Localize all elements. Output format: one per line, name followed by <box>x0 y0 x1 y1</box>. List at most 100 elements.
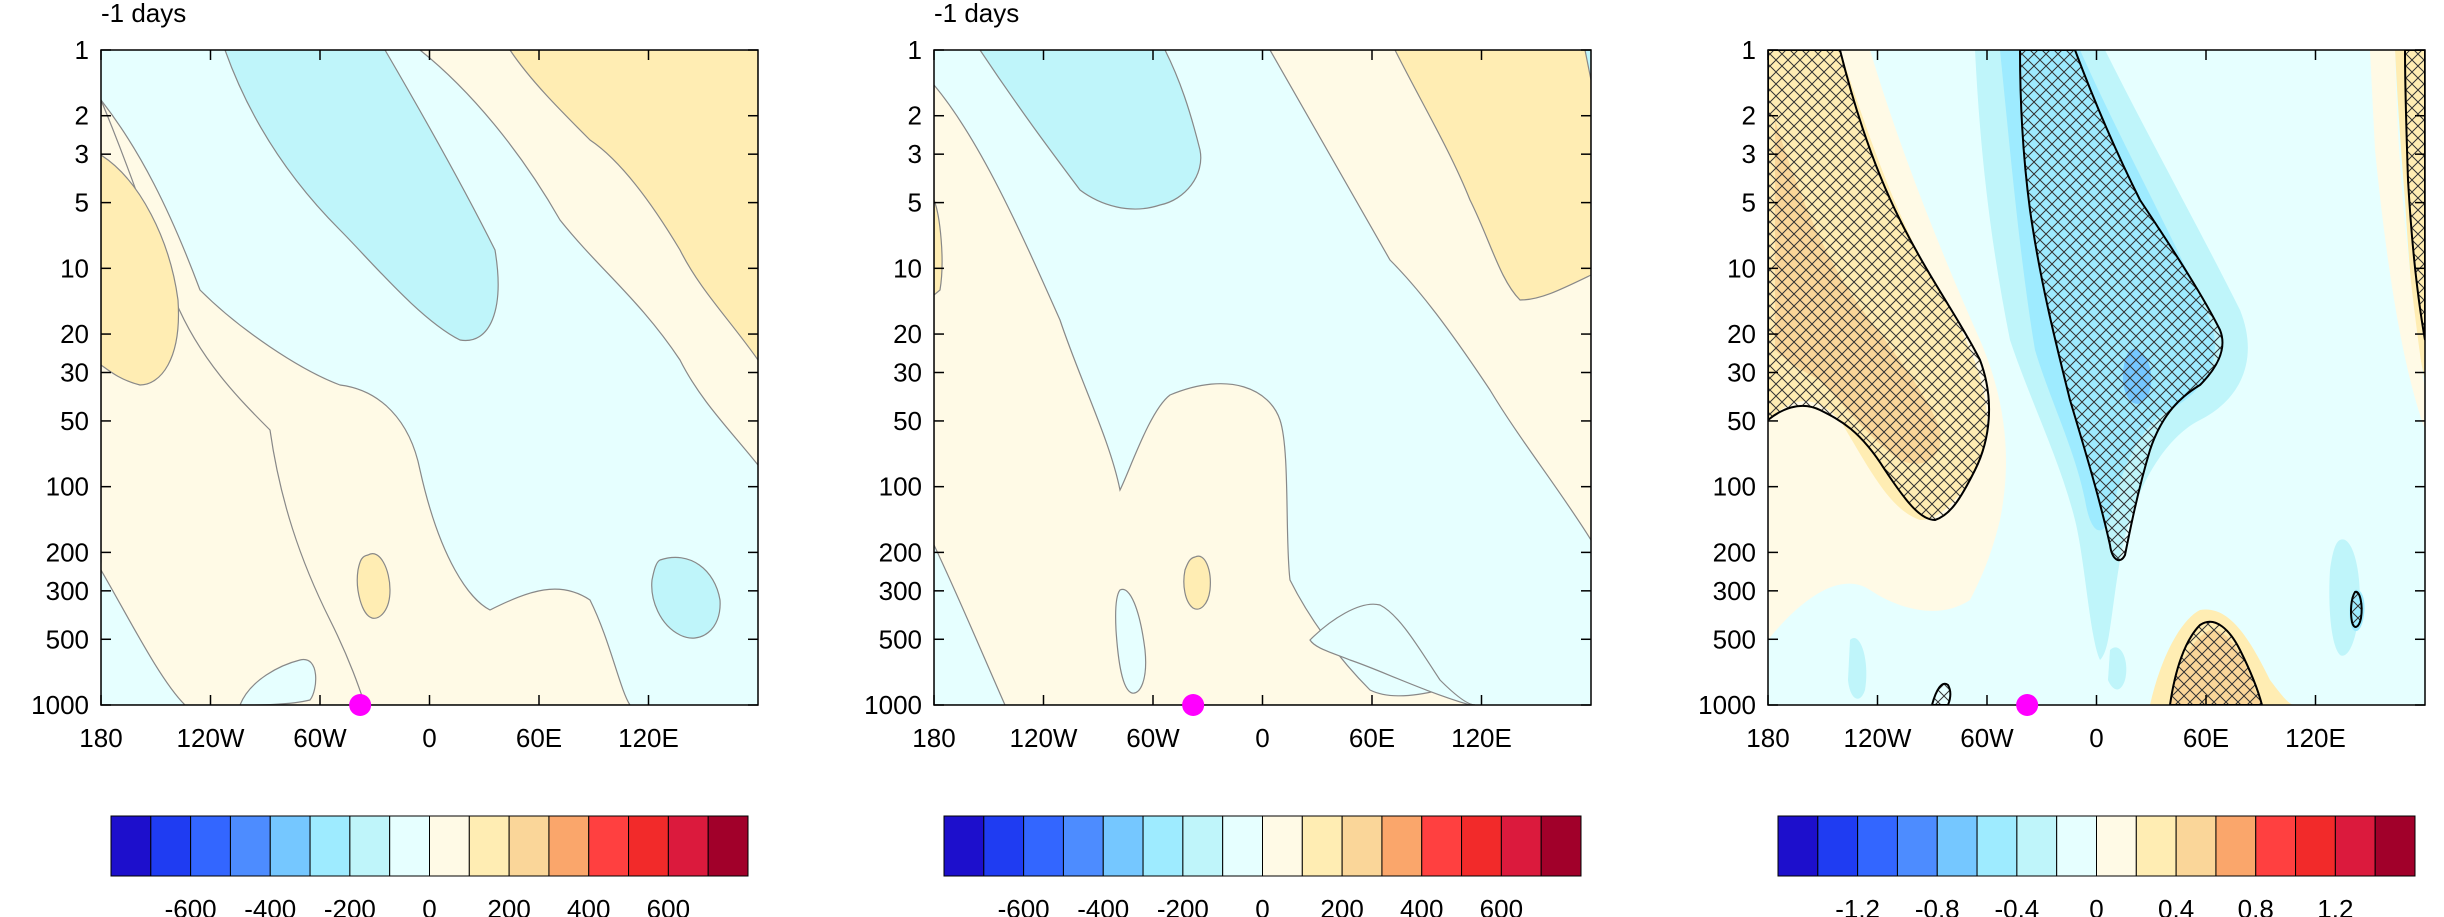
colorbar-label: -0.4 <box>1994 894 2039 917</box>
y-tick-label: 500 <box>879 624 922 654</box>
y-tick-label: 100 <box>1713 472 1756 502</box>
y-tick-label: 20 <box>1727 319 1756 349</box>
contour-positive-region <box>356 553 391 619</box>
colorbar-swatch <box>1936 815 1978 877</box>
y-tick-label: 2 <box>1742 101 1756 131</box>
x-axis: 180 120W 60W 0 60E 120E <box>1746 50 2346 753</box>
y-tick-label: 1000 <box>1698 690 1756 720</box>
colorbar-swatch <box>2255 815 2297 877</box>
x-tick-label: 120E <box>1451 723 1512 753</box>
colorbar-swatch <box>2056 815 2097 877</box>
x-tick-label: 60W <box>1126 723 1180 753</box>
contour-positive-region <box>509 50 758 362</box>
colorbar-swatch <box>983 815 1025 877</box>
colorbar-label: 600 <box>647 894 690 917</box>
contour-negative-region <box>979 50 1202 210</box>
y-tick-label: 1 <box>75 35 89 65</box>
colorbar-swatch <box>190 815 231 877</box>
panel-title: -1 days <box>101 0 186 28</box>
markers <box>349 694 2039 716</box>
location-marker <box>349 694 372 716</box>
colorbar-label: 0 <box>422 894 436 917</box>
colorbar-swatch <box>2096 815 2137 877</box>
y-tick-label: 30 <box>893 358 922 388</box>
y-tick-label: 200 <box>46 537 89 567</box>
y-axis: 1 2 3 5 10 20 30 50 100 200 300 500 1000 <box>1698 35 2425 720</box>
panel-1: 1 2 3 5 10 20 30 50 100 200 300 500 1000 180 120W 60W 0… <box>31 0 759 753</box>
colorbar-swatch <box>1301 815 1343 877</box>
colorbar-swatch <box>1540 815 1582 877</box>
y-tick-label: 50 <box>893 406 922 436</box>
y-tick-label: 3 <box>75 139 89 169</box>
y-tick-label: 10 <box>60 253 89 283</box>
colorbar-swatch <box>943 815 985 877</box>
x-tick-label: 120E <box>618 723 679 753</box>
panel-2: 1 2 3 5 10 20 30 50 100 200 300 500 1000 180 120W 60W 0… <box>864 0 1592 753</box>
colorbar-swatch <box>667 815 709 877</box>
panel-3: 1 2 3 5 10 20 30 50 100 200 300 500 1000 180 120W 60W 0… <box>1698 35 2426 753</box>
y-tick-label: 50 <box>60 406 89 436</box>
y-tick-label: 3 <box>1742 139 1756 169</box>
colorbar-swatch <box>588 815 630 877</box>
colorbar-label: 1.2 <box>2317 894 2353 917</box>
y-tick-label: 500 <box>46 624 89 654</box>
y-tick-label: 5 <box>908 188 922 218</box>
contour-positive-region <box>2370 50 2425 430</box>
colorbar-swatch <box>429 815 470 877</box>
y-tick-label: 5 <box>75 188 89 218</box>
colorbar-swatch <box>1896 815 1938 877</box>
colorbar-swatch <box>2374 815 2416 877</box>
colorbar-label: 0.4 <box>2158 894 2194 917</box>
colorbar-swatch <box>2175 815 2217 877</box>
y-axis: 1 2 3 5 10 20 30 50 100 200 300 500 1000 <box>864 35 1591 720</box>
contour-positive-region <box>101 154 180 386</box>
colorbar-swatch <box>1182 815 1224 877</box>
y-tick-label: 20 <box>60 319 89 349</box>
colorbar-label: -400 <box>1077 894 1129 917</box>
colorbar-swatch <box>349 815 391 877</box>
colorbar-swatch <box>269 815 311 877</box>
contour-positive-region <box>934 84 1476 705</box>
y-tick-label: 200 <box>879 537 922 567</box>
colorbar-swatch <box>548 815 590 877</box>
colorbars: -600 -400 -200 0 200 400 600 -600 -400 -200 0 200 40… <box>110 815 2416 917</box>
x-tick-label: 60E <box>2183 723 2229 753</box>
y-tick-label: 10 <box>1727 253 1756 283</box>
colorbar-swatch <box>2016 815 2058 877</box>
colorbar-label: -600 <box>165 894 217 917</box>
colorbar-swatch <box>1062 815 1104 877</box>
panel-title: -1 days <box>934 0 1019 28</box>
colorbar-swatch <box>1142 815 1184 877</box>
colorbar-swatch <box>1381 815 1423 877</box>
contour-negative-region <box>224 50 499 342</box>
contour-positive-region <box>1183 555 1211 610</box>
colorbar-swatch <box>1023 815 1064 877</box>
colorbar-swatch <box>707 815 749 877</box>
contour-negative-region <box>2108 647 2127 690</box>
y-tick-label: 100 <box>46 472 89 502</box>
colorbar-swatch <box>1976 815 2018 877</box>
x-tick-label: 120W <box>1010 723 1078 753</box>
x-tick-label: 60W <box>1960 723 2014 753</box>
x-axis: 180 120W 60W 0 60E 120E <box>912 50 1512 753</box>
y-tick-label: 50 <box>1727 406 1756 436</box>
colorbar-swatch <box>508 815 550 877</box>
colorbar-swatch <box>1262 815 1303 877</box>
x-tick-label: 60E <box>1349 723 1395 753</box>
y-tick-label: 2 <box>75 101 89 131</box>
colorbar-swatch <box>468 815 510 877</box>
contour-negative-region <box>1584 50 1591 81</box>
colorbar-label: -1.2 <box>1835 894 1880 917</box>
significance-hatching <box>1768 50 2425 705</box>
colorbar-label: 0.8 <box>2238 894 2274 917</box>
x-tick-label: 0 <box>2089 723 2103 753</box>
y-tick-label: 5 <box>1742 188 1756 218</box>
colorbar-swatch <box>1102 815 1144 877</box>
colorbar-label: -200 <box>1157 894 1209 917</box>
y-tick-label: 20 <box>893 319 922 349</box>
colorbar-swatch <box>1222 815 1263 877</box>
y-tick-label: 200 <box>1713 537 1756 567</box>
contour-positive-region <box>1394 50 1591 301</box>
colorbar-swatch <box>1341 815 1383 877</box>
colorbar-label: -200 <box>324 894 376 917</box>
